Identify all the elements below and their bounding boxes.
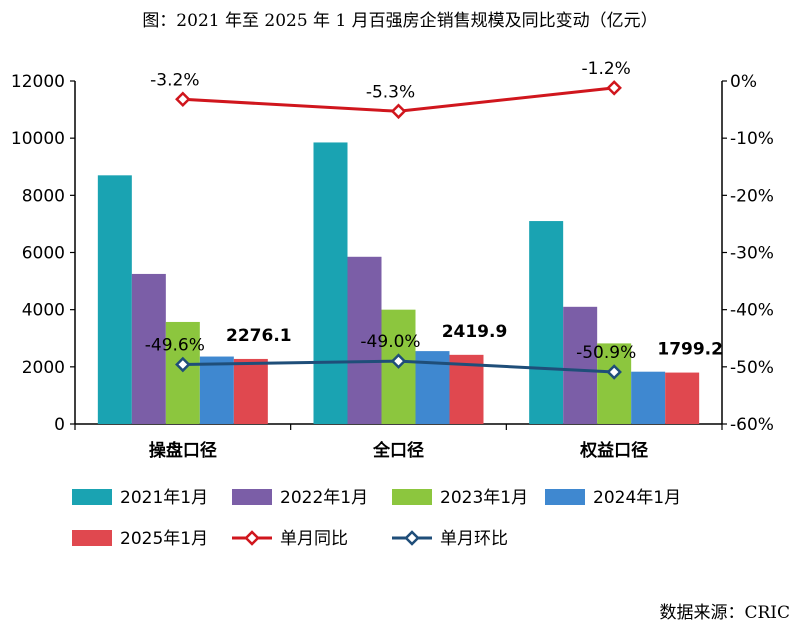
legend-label: 2022年1月 (280, 488, 368, 508)
x-category-label: 全口径 (372, 440, 424, 461)
bar-1-2 (563, 306, 598, 424)
legend-marker-5 (244, 530, 260, 546)
legend-label: 2024年1月 (593, 488, 681, 508)
line-point-1-0 (175, 356, 191, 373)
x-category-label: 操盘口径 (149, 440, 217, 461)
y-left-tick-label: 4000 (22, 301, 65, 321)
line-point-label: -49.6% (145, 336, 205, 356)
line-point-1-2 (606, 364, 622, 380)
bar-value-label: 2276.1 (226, 326, 292, 346)
line-point-label: -50.9% (576, 343, 636, 363)
bar-0-1 (313, 142, 348, 424)
line-point-label: -1.2% (582, 59, 631, 79)
y-left-tick-label: 0 (54, 415, 65, 435)
bar-value-label: 1799.2 (657, 340, 723, 360)
y-right-tick-label: -20% (730, 186, 774, 206)
y-right-tick-label: -40% (730, 301, 774, 321)
y-right-tick-label: -30% (730, 244, 774, 264)
bar-0-0 (97, 175, 132, 424)
legend-swatch-0 (72, 489, 112, 505)
y-right-tick-label: -10% (730, 129, 774, 149)
legend-label: 2023年1月 (440, 488, 528, 508)
legend-swatch-2 (392, 489, 432, 505)
bar-3-2 (631, 371, 666, 424)
bar-1-1 (347, 256, 382, 424)
legend-swatch-3 (545, 489, 585, 505)
y-left-tick-label: 2000 (22, 358, 65, 378)
line-point-label: -49.0% (360, 332, 420, 352)
legend-label: 2025年1月 (120, 529, 208, 549)
line-point-label: -5.3% (366, 82, 415, 102)
bar-2-0 (165, 321, 200, 424)
line-point-label: -3.2% (150, 70, 199, 90)
line-point-1-1 (390, 353, 407, 369)
bar-3-0 (199, 356, 234, 424)
x-category-label: 权益口径 (579, 440, 648, 461)
y-right-tick-label: 0% (730, 72, 757, 92)
chart-title: 图：2021 年至 2025 年 1 月百强房企销售规模及同比变动（亿元） (142, 11, 658, 31)
bar-4-2 (665, 372, 700, 424)
legend-marker-6 (404, 530, 420, 546)
bar-1-0 (131, 273, 166, 424)
bar-value-label: 2419.9 (442, 322, 508, 342)
y-left-tick-label: 8000 (22, 186, 65, 206)
legend-swatch-4 (72, 530, 112, 546)
bar-0-2 (529, 221, 564, 424)
line-point-0-2 (606, 80, 622, 96)
legend-label: 单月环比 (440, 529, 508, 549)
legend-swatch-1 (232, 489, 272, 505)
bar-2-2 (597, 343, 632, 424)
bar-4-0 (233, 358, 268, 424)
legend-label: 2021年1月 (120, 488, 208, 508)
y-left-tick-label: 10000 (11, 129, 65, 149)
y-right-tick-label: -60% (730, 415, 774, 435)
legend-label: 单月同比 (280, 529, 348, 549)
y-left-tick-label: 12000 (11, 72, 65, 92)
line-point-0-0 (175, 91, 191, 108)
line-point-0-1 (390, 103, 407, 120)
y-right-tick-label: -50% (730, 358, 774, 378)
y-left-tick-label: 6000 (22, 244, 65, 264)
source-note: 数据来源：CRIC (659, 603, 790, 623)
